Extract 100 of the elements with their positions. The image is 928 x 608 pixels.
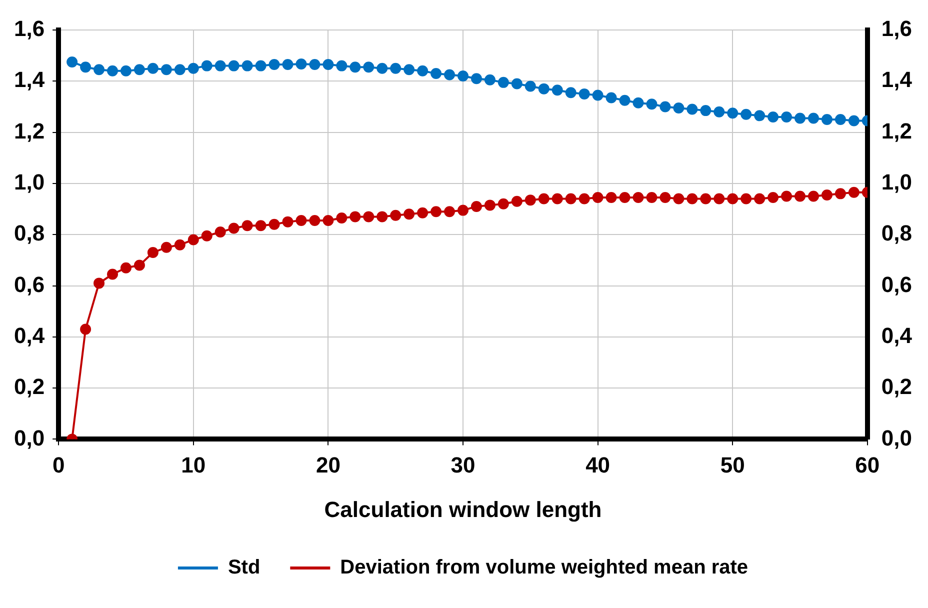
point	[282, 216, 294, 228]
point	[94, 278, 105, 289]
y2-tick-label: 0,6	[881, 272, 912, 297]
point	[417, 65, 428, 76]
point	[188, 62, 199, 74]
point	[404, 64, 415, 76]
point	[592, 192, 604, 204]
point	[363, 62, 374, 73]
point	[268, 218, 280, 230]
point	[309, 59, 320, 70]
point	[714, 193, 725, 204]
point	[484, 200, 496, 211]
point	[794, 112, 806, 124]
point	[214, 226, 226, 238]
x-tick-label: 50	[720, 452, 745, 478]
point	[484, 74, 496, 86]
point	[350, 211, 361, 222]
point	[498, 198, 509, 210]
x-tick-label: 60	[855, 452, 880, 478]
y2-tick-label: 0,0	[881, 425, 912, 450]
point	[458, 70, 468, 82]
y2-tick-label: 1,4	[881, 67, 913, 92]
point	[296, 58, 307, 70]
y-tick-label: 0,0	[14, 425, 45, 450]
point	[632, 97, 644, 108]
y-tick-label: 0,6	[14, 272, 45, 297]
point	[848, 115, 860, 126]
y-tick-label: 1,6	[14, 16, 45, 42]
point	[174, 64, 186, 76]
point	[498, 76, 509, 88]
point	[781, 190, 792, 202]
point	[714, 106, 725, 118]
point	[673, 102, 684, 114]
point	[660, 101, 671, 112]
point	[296, 215, 307, 226]
point	[350, 62, 361, 73]
point	[538, 83, 550, 94]
point	[417, 207, 428, 218]
point	[511, 196, 522, 207]
point	[201, 230, 212, 242]
y-tick-label: 0,2	[14, 374, 45, 400]
point	[282, 59, 294, 70]
point	[242, 60, 253, 72]
point	[160, 64, 172, 76]
point	[794, 190, 806, 202]
y-tick-label: 1,0	[14, 170, 45, 195]
point	[686, 104, 698, 115]
point	[565, 193, 576, 204]
point	[390, 210, 402, 221]
point	[404, 208, 415, 220]
x-tick-label: 20	[316, 452, 340, 478]
point	[242, 220, 253, 232]
point	[134, 64, 145, 76]
point	[727, 193, 738, 204]
y-tick-label: 1,2	[14, 118, 45, 144]
point	[376, 62, 388, 74]
point	[336, 212, 348, 224]
y2-tick-label: 0,4	[881, 322, 913, 348]
point	[336, 60, 348, 72]
point	[821, 189, 832, 200]
point	[309, 215, 320, 226]
point	[120, 262, 132, 274]
point	[808, 112, 819, 124]
point	[578, 193, 590, 204]
point	[430, 68, 442, 79]
point	[147, 62, 158, 74]
point	[66, 56, 78, 68]
point	[214, 60, 226, 72]
point	[646, 98, 658, 110]
point	[376, 211, 388, 222]
point	[754, 193, 766, 204]
y-tick-label: 0,4	[14, 322, 46, 348]
point	[80, 324, 92, 335]
point	[619, 94, 630, 106]
point	[524, 80, 536, 92]
point	[120, 65, 132, 76]
point	[458, 204, 468, 216]
point	[781, 111, 792, 122]
point	[552, 84, 563, 96]
point	[606, 92, 617, 104]
point	[470, 73, 482, 84]
y2-tick-label: 0,2	[881, 374, 912, 400]
point	[768, 192, 779, 204]
point	[660, 192, 671, 204]
point	[228, 222, 240, 234]
legend-label: Deviation from volume weighted mean rate	[340, 556, 748, 579]
point	[592, 90, 604, 101]
x-tick-label: 30	[450, 452, 476, 478]
point	[740, 193, 752, 204]
point	[188, 234, 199, 246]
point	[834, 188, 846, 200]
point	[444, 69, 456, 80]
point	[228, 60, 240, 72]
point	[686, 193, 698, 204]
y2-tick-label: 0,8	[881, 220, 912, 246]
point	[255, 60, 266, 72]
x-tick-label: 10	[181, 452, 206, 478]
point	[363, 211, 374, 222]
point	[578, 88, 590, 100]
point	[107, 65, 118, 76]
